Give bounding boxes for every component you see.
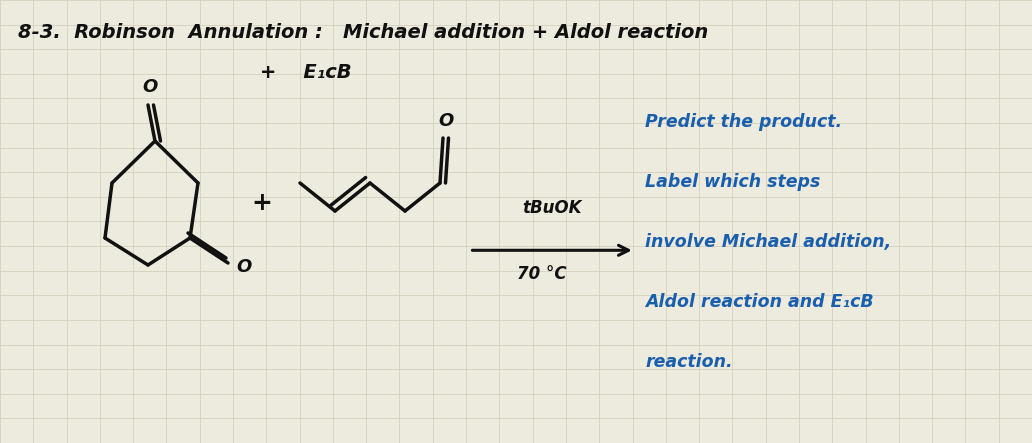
Text: +: +: [252, 191, 272, 215]
Text: +    E₁cB: + E₁cB: [260, 63, 352, 82]
Text: tBuOK: tBuOK: [522, 199, 582, 218]
Text: 70 °C: 70 °C: [517, 265, 567, 283]
Text: Aldol reaction and E₁cB: Aldol reaction and E₁cB: [645, 293, 874, 311]
Text: O: O: [236, 258, 251, 276]
Text: Predict the product.: Predict the product.: [645, 113, 842, 131]
Text: O: O: [142, 78, 158, 96]
Text: O: O: [438, 112, 453, 130]
Text: reaction.: reaction.: [645, 353, 733, 371]
Text: 8-3.  Robinson  Annulation :   Michael addition + Aldol reaction: 8-3. Robinson Annulation : Michael addit…: [18, 23, 708, 42]
Text: Label which steps: Label which steps: [645, 173, 820, 191]
Text: involve Michael addition,: involve Michael addition,: [645, 233, 892, 251]
